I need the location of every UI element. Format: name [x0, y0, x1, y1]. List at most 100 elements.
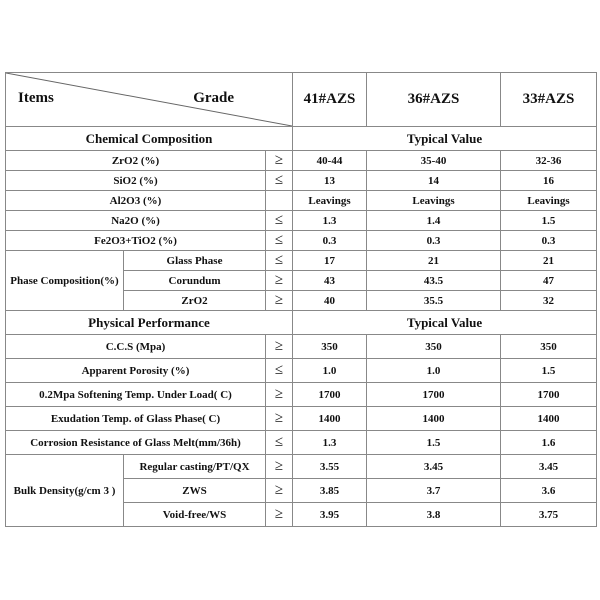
comparison-symbol: ≥ [264, 478, 294, 503]
value-cell: 35-40 [366, 150, 502, 171]
value-cell: Leavings [366, 190, 502, 211]
table-row: ZrO2 (%) ≥40-44 35-40 32-36 [5, 150, 598, 171]
table-row: ZrO2 ≥40 35.5 32 [6, 290, 598, 311]
property-label: Exudation Temp. of Glass Phase( C) [5, 406, 266, 431]
comparison-symbol: ≥ [264, 382, 294, 407]
chemical-composition-section-title: Chemical Composition [4, 126, 294, 151]
value-cell: 1.6 [500, 430, 598, 455]
value-cell: 3.45 [366, 454, 502, 479]
comparison-symbol: ≤ [264, 250, 294, 271]
property-label: Fe2O3+TiO2 (%) [5, 230, 266, 251]
sub-property-label: Void-free/WS [123, 502, 266, 527]
header-row: Items Grade 41#AZS 36#AZS 33#AZS [4, 72, 598, 127]
azs-spec-table: Items Grade 41#AZS 36#AZS 33#AZS Chemical Com… [4, 72, 598, 527]
value-cell: 3.6 [500, 478, 598, 503]
value-cell: 1400 [292, 406, 368, 431]
value-cell: 0.3 [366, 230, 502, 251]
value-cell: 32-36 [500, 150, 598, 171]
comparison-symbol: ≤ [264, 430, 294, 455]
value-cell: 0.3 [500, 230, 598, 251]
value-cell: 40 [292, 290, 368, 311]
comparison-symbol: ≥ [264, 454, 294, 479]
typical-value-label: Typical Value [292, 310, 598, 335]
value-cell: 3.7 [366, 478, 502, 503]
comparison-symbol: ≥ [264, 502, 294, 527]
comparison-symbol: ≤ [264, 210, 294, 231]
property-label: C.C.S (Mpa) [5, 334, 266, 359]
value-cell: Leavings [292, 190, 368, 211]
value-cell: 1.0 [366, 358, 502, 383]
value-cell: 16 [500, 170, 598, 191]
value-cell: 21 [500, 250, 598, 271]
sub-property-label: ZWS [123, 478, 266, 503]
table-row: ZWS ≥3.85 3.7 3.6 [6, 478, 598, 503]
table-row: C.C.S (Mpa) ≥350 350 350 [5, 334, 598, 359]
diagonal-line [6, 73, 292, 126]
group-label: Phase Composition(%) [5, 250, 124, 311]
grade-header: 36#AZS [366, 72, 502, 127]
table-row: Fe2O3+TiO2 (%) ≤0.3 0.3 0.3 [5, 230, 598, 251]
comparison-symbol: ≤ [264, 230, 294, 251]
value-cell: 1700 [500, 382, 598, 407]
value-cell: 3.95 [292, 502, 368, 527]
property-label: SiO2 (%) [5, 170, 266, 191]
comparison-symbol: ≤ [264, 170, 294, 191]
value-cell: 1.5 [500, 210, 598, 231]
sub-property-label: Glass Phase [123, 250, 266, 271]
property-label: Na2O (%) [5, 210, 266, 231]
value-cell: 3.8 [366, 502, 502, 527]
property-label: Al2O3 (%) [5, 190, 266, 211]
items-label: Items [18, 90, 54, 106]
grade-label: Grade [193, 90, 235, 106]
typical-value-label: Typical Value [292, 126, 598, 151]
value-cell: 1700 [292, 382, 368, 407]
value-cell: 1700 [366, 382, 502, 407]
value-cell: 35.5 [366, 290, 502, 311]
property-label: ZrO2 (%) [5, 150, 266, 171]
value-cell: 32 [500, 290, 598, 311]
sub-property-label: Regular casting/PT/QX [123, 454, 266, 479]
grade-header: 33#AZS [500, 72, 598, 127]
value-cell: 350 [500, 334, 598, 359]
comparison-symbol: ≥ [264, 334, 294, 359]
table-row: Exudation Temp. of Glass Phase( C) ≥1400 1… [5, 406, 598, 431]
sub-property-label: ZrO2 [123, 290, 266, 311]
comparison-symbol: ≥ [264, 406, 294, 431]
table-row: Void-free/WS ≥3.95 3.8 3.75 [6, 502, 598, 527]
property-label: Corrosion Resistance of Glass Melt(mm/36… [5, 430, 266, 455]
comparison-symbol: ≥ [264, 150, 294, 171]
grade-header: 41#AZS [292, 72, 368, 127]
physical-performance-section-row: Physical Performance Typical Value [4, 310, 598, 335]
value-cell: 3.75 [500, 502, 598, 527]
value-cell: 3.55 [292, 454, 368, 479]
value-cell: 43 [292, 270, 368, 291]
value-cell: 350 [292, 334, 368, 359]
diagonal-header-cell: Items Grade [4, 72, 294, 127]
value-cell: 1.5 [500, 358, 598, 383]
value-cell: 21 [366, 250, 502, 271]
table-row: Na2O (%) ≤1.3 1.4 1.5 [5, 210, 598, 231]
value-cell: 17 [292, 250, 368, 271]
value-cell: 47 [500, 270, 598, 291]
group-label: Bulk Density(g/cm 3 ) [5, 454, 124, 527]
sub-property-label: Corundum [123, 270, 266, 291]
table-row: Corundum ≥43 43.5 47 [6, 270, 598, 291]
value-cell: 1400 [366, 406, 502, 431]
value-cell: 3.85 [292, 478, 368, 503]
table-row: Corrosion Resistance of Glass Melt(mm/36… [5, 430, 598, 455]
comparison-symbol [264, 190, 294, 211]
table-row: Apparent Porosity (%) ≤1.0 1.0 1.5 [5, 358, 598, 383]
value-cell: 1.4 [366, 210, 502, 231]
value-cell: 40-44 [292, 150, 368, 171]
table-row: 0.2Mpa Softening Temp. Under Load( C) ≥17… [5, 382, 598, 407]
comparison-symbol: ≥ [264, 270, 294, 291]
value-cell: 1.3 [292, 430, 368, 455]
comparison-symbol: ≥ [264, 290, 294, 311]
value-cell: 1.0 [292, 358, 368, 383]
physical-performance-section-title: Physical Performance [4, 310, 294, 335]
property-label: Apparent Porosity (%) [5, 358, 266, 383]
value-cell: 3.45 [500, 454, 598, 479]
value-cell: 14 [366, 170, 502, 191]
value-cell: 1.3 [292, 210, 368, 231]
table-row: Phase Composition(%) Glass Phase ≤17 21 21 [5, 250, 598, 311]
